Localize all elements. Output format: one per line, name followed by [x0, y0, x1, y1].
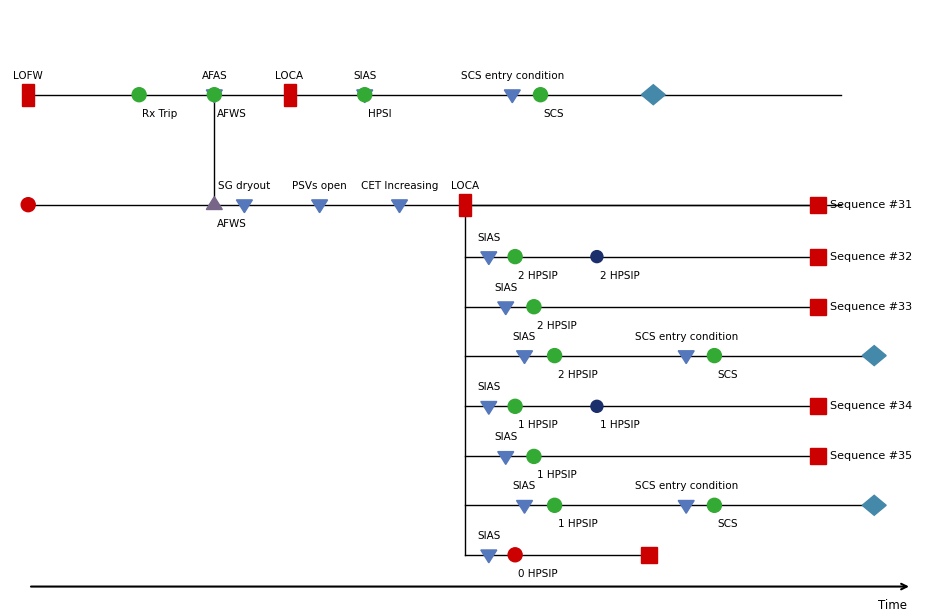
Polygon shape: [504, 90, 521, 103]
Text: CET Increasing: CET Increasing: [361, 181, 438, 191]
Ellipse shape: [358, 88, 371, 101]
Text: 1 HPSIP: 1 HPSIP: [537, 470, 576, 480]
Text: SCS entry condition: SCS entry condition: [461, 71, 564, 81]
Polygon shape: [206, 197, 223, 210]
Bar: [460, 194, 471, 216]
Text: SCS entry condition: SCS entry condition: [634, 481, 738, 491]
Text: Sequence #31: Sequence #31: [830, 200, 912, 210]
Text: AFWS: AFWS: [217, 219, 247, 229]
Polygon shape: [480, 550, 497, 563]
Text: LOFW: LOFW: [13, 71, 43, 81]
Polygon shape: [311, 200, 328, 213]
Ellipse shape: [534, 88, 547, 101]
Text: SCS: SCS: [717, 519, 738, 529]
Ellipse shape: [509, 548, 522, 562]
Polygon shape: [516, 351, 533, 364]
Text: Sequence #32: Sequence #32: [830, 252, 912, 262]
Ellipse shape: [591, 251, 603, 263]
Bar: [809, 398, 826, 414]
Polygon shape: [497, 302, 514, 315]
Polygon shape: [206, 90, 223, 103]
Polygon shape: [516, 500, 533, 513]
Polygon shape: [678, 500, 695, 513]
Polygon shape: [391, 200, 408, 213]
Ellipse shape: [548, 349, 561, 362]
Text: Rx Trip: Rx Trip: [142, 109, 178, 119]
Bar: [23, 84, 34, 106]
Text: SIAS: SIAS: [478, 531, 500, 541]
Text: SIAS: SIAS: [494, 433, 517, 442]
Text: AFWS: AFWS: [217, 109, 247, 119]
Ellipse shape: [133, 88, 146, 101]
Text: 2 HPSIP: 2 HPSIP: [557, 370, 597, 379]
Ellipse shape: [527, 450, 540, 463]
Text: SCS: SCS: [543, 109, 564, 119]
Polygon shape: [497, 452, 514, 464]
Ellipse shape: [208, 88, 221, 101]
Polygon shape: [862, 346, 886, 365]
Text: 2 HPSIP: 2 HPSIP: [518, 271, 557, 280]
Polygon shape: [356, 90, 373, 103]
Text: SCS: SCS: [717, 370, 738, 379]
Text: Sequence #33: Sequence #33: [830, 302, 912, 312]
Ellipse shape: [708, 349, 721, 362]
Bar: [284, 84, 295, 106]
Text: 1 HPSIP: 1 HPSIP: [518, 420, 557, 430]
Ellipse shape: [708, 499, 721, 512]
Text: SIAS: SIAS: [478, 382, 500, 392]
Ellipse shape: [22, 198, 35, 211]
Text: Sequence #34: Sequence #34: [830, 401, 912, 411]
Text: PSVs open: PSVs open: [292, 181, 347, 191]
Ellipse shape: [527, 300, 540, 313]
Polygon shape: [236, 200, 253, 213]
Text: SG dryout: SG dryout: [218, 181, 271, 191]
Text: SIAS: SIAS: [494, 283, 517, 293]
Text: SCS entry condition: SCS entry condition: [634, 332, 738, 342]
Ellipse shape: [509, 400, 522, 413]
Text: 2 HPSIP: 2 HPSIP: [600, 271, 639, 280]
Polygon shape: [862, 496, 886, 515]
Text: HPSI: HPSI: [368, 109, 391, 119]
Polygon shape: [480, 401, 497, 414]
Ellipse shape: [591, 400, 603, 412]
Text: Sequence #35: Sequence #35: [830, 452, 912, 461]
Ellipse shape: [509, 250, 522, 263]
Text: LOCA: LOCA: [451, 181, 479, 191]
Text: 0 HPSIP: 0 HPSIP: [518, 569, 557, 579]
Polygon shape: [678, 351, 695, 364]
Text: SIAS: SIAS: [513, 481, 536, 491]
Text: 1 HPSIP: 1 HPSIP: [557, 519, 597, 529]
Text: 1 HPSIP: 1 HPSIP: [600, 420, 639, 430]
Bar: [640, 547, 657, 563]
Text: Time: Time: [878, 599, 907, 611]
Text: LOCA: LOCA: [275, 71, 304, 81]
Polygon shape: [480, 252, 497, 265]
Bar: [809, 249, 826, 265]
Text: SIAS: SIAS: [478, 233, 500, 243]
Text: SIAS: SIAS: [353, 71, 376, 81]
Text: 2 HPSIP: 2 HPSIP: [537, 321, 576, 331]
Bar: [809, 299, 826, 315]
Bar: [809, 197, 826, 213]
Text: AFAS: AFAS: [201, 71, 227, 81]
Bar: [809, 448, 826, 464]
Text: SIAS: SIAS: [513, 332, 536, 342]
Polygon shape: [641, 85, 666, 104]
Ellipse shape: [548, 499, 561, 512]
